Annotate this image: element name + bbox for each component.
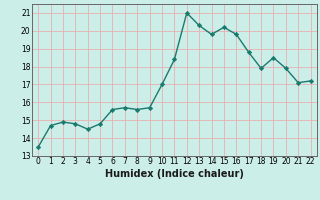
X-axis label: Humidex (Indice chaleur): Humidex (Indice chaleur) <box>105 169 244 179</box>
